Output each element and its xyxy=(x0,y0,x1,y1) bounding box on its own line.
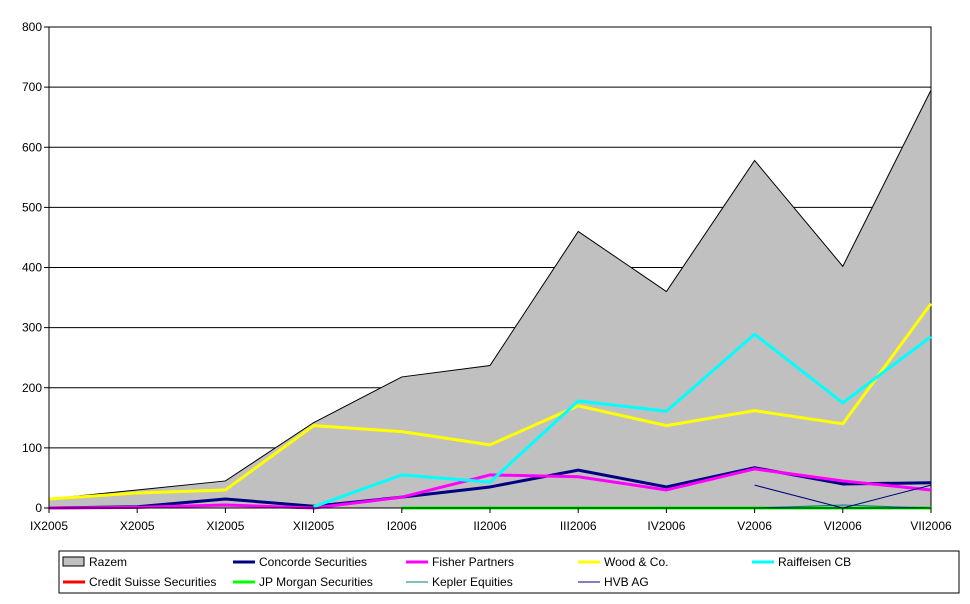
area-layer xyxy=(48,89,932,509)
x-tick-label: VI2006 xyxy=(824,519,862,533)
x-tick-label: II2006 xyxy=(473,519,507,533)
legend-item-fisher-partners: Fisher Partners xyxy=(406,555,514,569)
legend-label: Raiffeisen CB xyxy=(778,555,851,569)
y-tick-label: 600 xyxy=(22,140,42,154)
series-line-wood-co xyxy=(48,302,933,501)
y-tick-label: 100 xyxy=(22,441,42,455)
legend-item-wood-co: Wood & Co. xyxy=(578,555,668,569)
legend-label: Concorde Securities xyxy=(259,555,367,569)
legend-item-raiffeisen-cb: Raiffeisen CB xyxy=(752,555,851,569)
x-tick-label: I2006 xyxy=(387,519,417,533)
x-tick-label: VII2006 xyxy=(910,519,952,533)
x-tick-labels: IX2005 X2005 XI2005 XII2005 I2006 II2006 III20… xyxy=(30,519,952,533)
x-tick-label: V2006 xyxy=(737,519,772,533)
y-tick-label: 200 xyxy=(22,381,42,395)
y-tick-label: 300 xyxy=(22,321,42,335)
legend-label: HVB AG xyxy=(604,575,649,589)
legend-swatch xyxy=(62,556,85,567)
legend-label: Razem xyxy=(89,555,127,569)
y-tick-label: 500 xyxy=(22,200,42,214)
x-tick-label: IV2006 xyxy=(647,519,685,533)
y-tick-label: 800 xyxy=(22,20,42,34)
legend-box xyxy=(58,550,960,594)
series-line-fisher-partners xyxy=(48,467,932,510)
legend-label: Kepler Equities xyxy=(432,575,513,589)
x-tick-label: XI2005 xyxy=(206,519,244,533)
legend: Razem Concorde Securities Fisher Partners W… xyxy=(62,555,851,589)
legend-label: Credit Suisse Securities xyxy=(89,575,216,589)
axes xyxy=(44,26,932,513)
series-area-razem xyxy=(48,89,932,509)
legend-label: Fisher Partners xyxy=(432,555,514,569)
legend-item-hvb-ag: HVB AG xyxy=(578,575,649,589)
legend-item-kepler-equities: Kepler Equities xyxy=(406,575,513,589)
x-tick-label: IX2005 xyxy=(30,519,68,533)
x-tick-label: XII2005 xyxy=(293,519,335,533)
y-tick-label: 0 xyxy=(35,501,42,515)
legend-item-concorde-securities: Concorde Securities xyxy=(233,555,367,569)
y-tick-label: 700 xyxy=(22,80,42,94)
legend-item-jp-morgan-securities: JP Morgan Securities xyxy=(233,575,373,589)
series-line-kepler-equities xyxy=(754,504,932,509)
legend-item-credit-suisse-securities: Credit Suisse Securities xyxy=(63,575,216,589)
y-tick-labels: 0 100 200 300 400 500 600 700 800 xyxy=(22,20,42,515)
x-tick-label: III2006 xyxy=(560,519,597,533)
y-tick-label: 400 xyxy=(22,261,42,275)
legend-label: JP Morgan Securities xyxy=(259,575,373,589)
legend-label: Wood & Co. xyxy=(604,555,668,569)
legend-item-razem: Razem xyxy=(62,555,127,569)
x-tick-label: X2005 xyxy=(120,519,155,533)
series-line-raiffeisen-cb xyxy=(313,332,932,509)
